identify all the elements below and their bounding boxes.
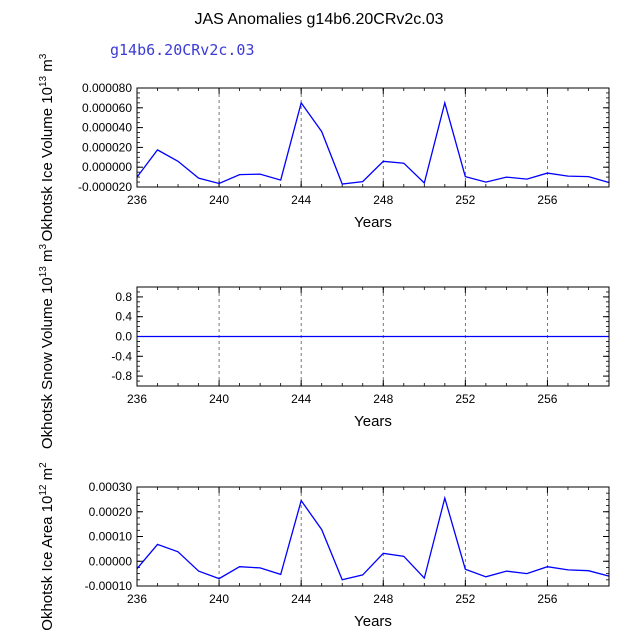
y-tick-label: 0.000080	[82, 81, 132, 95]
series-line-1	[136, 100, 610, 185]
y-tick-label: 0.000060	[82, 101, 132, 115]
y-axis-label-unit: 10	[39, 277, 56, 294]
y-tick-label: 0.00030	[89, 480, 133, 494]
panel-2: 236 240 244 248 252 256 -0.8 -0.4 0.0 0.4 0.8 Years…	[38, 243, 610, 449]
y-axis-label-unit: 10	[39, 496, 56, 513]
x-axis-label: Years	[354, 413, 392, 430]
y-tick-label: 0.00020	[89, 505, 133, 519]
y-tick-label: -0.000020	[78, 180, 132, 194]
y-axis-label-unit: m	[39, 249, 56, 262]
y-axis-label-exponent: 3	[38, 53, 49, 59]
y-tick-label: 0.00010	[89, 530, 133, 544]
case-label: g14b6.20CRv2c.03	[110, 41, 255, 59]
y-axis-label-exponent: 13	[38, 75, 49, 87]
y-tick-label: 0.0	[115, 330, 132, 344]
x-tick-label: 236	[127, 592, 147, 606]
x-tick-label: 248	[373, 592, 393, 606]
y-axis-label: Okhotsk Ice Volume 1013 m3	[38, 53, 56, 241]
y-tick-label: -0.8	[111, 369, 132, 383]
y-axis-label: Okhotsk Snow Volume 1013 m3	[38, 243, 56, 449]
x-axis-label: Years	[354, 613, 392, 630]
x-tick-label: 248	[373, 193, 393, 207]
y-tick-label: 0.4	[115, 310, 132, 324]
y-axis-label-unit: m	[39, 468, 56, 481]
y-tick-label: 0.000020	[82, 140, 132, 154]
y-axis-label-exponent: 3	[38, 243, 49, 249]
x-axis-label: Years	[354, 214, 392, 231]
plot-frame	[136, 486, 610, 587]
x-tick-label: 240	[209, 193, 229, 207]
panel-3: 236 240 244 248 252 256 -0.00010 0.00000 0.00010…	[38, 462, 610, 631]
x-tick-label: 244	[291, 193, 311, 207]
y-axis-label: Okhotsk Ice Area 1012 m2	[38, 462, 56, 631]
x-tick-label: 256	[537, 592, 557, 606]
x-tick-label: 256	[537, 193, 557, 207]
x-tick-label: 252	[455, 392, 475, 406]
y-tick-label: 0.00000	[89, 554, 133, 568]
panel-1: 236 240 244 248 252 256 -0.000020 0.000000 0.000…	[38, 53, 610, 241]
x-tick-label: 244	[291, 392, 311, 406]
x-tick-label: 252	[455, 193, 475, 207]
x-tick-label: 248	[373, 392, 393, 406]
y-axis-label-unit: 10	[39, 87, 56, 104]
plot-frame	[136, 87, 610, 188]
y-tick-label: 0.8	[115, 290, 132, 304]
plot-frame	[136, 286, 610, 387]
figure-title: JAS Anomalies g14b6.20CRv2c.03	[194, 11, 443, 28]
y-axis-label-text: Okhotsk Snow Volume	[39, 298, 56, 449]
y-tick-label: -0.00010	[85, 579, 133, 593]
x-tick-label: 252	[455, 592, 475, 606]
x-tick-label: 244	[291, 592, 311, 606]
y-axis-label-text: Okhotsk Ice Volume	[39, 108, 56, 241]
y-tick-label: 0.000000	[82, 160, 132, 174]
y-axis-label-exponent: 2	[38, 462, 49, 468]
series-line-1	[136, 495, 610, 581]
y-axis-label-exponent: 13	[38, 266, 49, 278]
x-tick-label: 240	[209, 392, 229, 406]
y-axis-label-text: Okhotsk Ice Area	[39, 516, 56, 631]
y-axis-label-unit: m	[39, 59, 56, 72]
panels: 236 240 244 248 252 256 -0.000020 0.000000 0.000…	[38, 53, 610, 631]
x-tick-label: 256	[537, 392, 557, 406]
y-axis-label-exponent: 12	[38, 484, 49, 496]
y-tick-label: -0.4	[111, 349, 132, 363]
x-tick-label: 236	[127, 193, 147, 207]
x-tick-label: 236	[127, 392, 147, 406]
y-tick-label: 0.000040	[82, 121, 132, 135]
x-tick-label: 240	[209, 592, 229, 606]
